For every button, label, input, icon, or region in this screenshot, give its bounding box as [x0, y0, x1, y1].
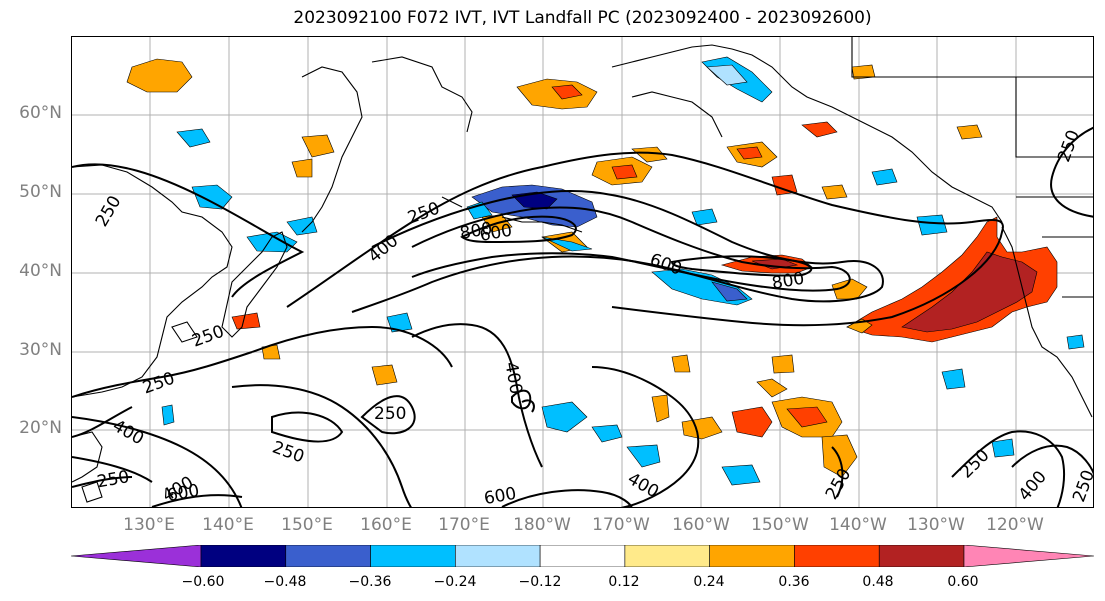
colorbar-segment [455, 544, 541, 568]
colorbar-tick-060: 0.60 [947, 574, 979, 590]
colorbar-extend-high [963, 544, 1095, 568]
contour-label-250: 250 [189, 322, 226, 352]
lon-label-130e: 130°E [123, 515, 175, 535]
lat-label-20n: 20°N [19, 418, 62, 438]
contour-label-400: 400 [624, 469, 662, 503]
lat-label-50n: 50°N [19, 182, 62, 202]
colorbar-tick-neg036: −0.36 [348, 574, 392, 590]
map-canvas: 250 250 250 250 250 250 250 250 250 250 … [72, 37, 1094, 508]
map-title: 2023092100 F072 IVT, IVT Landfall PC (20… [293, 8, 872, 28]
contour-label-400: 400 [500, 360, 525, 395]
colorbar-tick-neg060: −0.60 [181, 574, 225, 590]
lon-label-160e: 160°E [360, 515, 412, 535]
contour-label-250: 250 [269, 437, 306, 467]
colorbar-segment [794, 544, 880, 568]
contour-label-600: 600 [165, 481, 200, 506]
coastlines [72, 37, 1093, 503]
contour-label-250: 250 [95, 467, 130, 492]
colorbar-segment [539, 544, 626, 568]
contour-label-600: 600 [482, 484, 517, 508]
lon-label-170e: 170°E [438, 515, 490, 535]
lon-label-180w: 180°W [513, 515, 571, 535]
contour-label-250: 250 [1069, 467, 1094, 504]
lon-label-160w: 160°W [672, 515, 730, 535]
colorbar-tick-neg024: −0.24 [433, 574, 477, 590]
colorbar-segment [370, 544, 456, 568]
graticule [72, 37, 1093, 507]
contour-label-250: 250 [956, 445, 993, 482]
lon-label-130w: 130°W [907, 515, 965, 535]
colorbar-tick-036: 0.36 [778, 574, 810, 590]
lon-label-120w: 120°W [986, 515, 1044, 535]
negative-pc-shading [161, 56, 1085, 486]
lon-label-140e: 140°E [202, 515, 254, 535]
colorbar-tick-048: 0.48 [862, 574, 894, 590]
lat-label-40n: 40°N [19, 261, 62, 281]
contour-label-250: 250 [405, 199, 442, 229]
contour-label-250: 250 [822, 465, 856, 503]
lon-label-150w: 150°W [751, 515, 809, 535]
colorbar-segment [709, 544, 795, 568]
colorbar-tick-024: 0.24 [693, 574, 725, 590]
colorbar-tick-neg048: −0.48 [263, 574, 307, 590]
colorbar-segment [200, 544, 287, 568]
colorbar-segment [285, 544, 371, 568]
colorbar [70, 544, 1095, 571]
colorbar-segment [878, 544, 965, 568]
colorbar-graphic [70, 544, 1095, 568]
contour-label-250: 250 [1054, 127, 1084, 164]
contour-label-250: 250 [374, 404, 406, 424]
map-panel: 250 250 250 250 250 250 250 250 250 250 … [71, 36, 1094, 508]
positive-pc-shading [126, 58, 1058, 478]
lat-label-60n: 60°N [19, 103, 62, 123]
lon-label-150e: 150°E [281, 515, 333, 535]
colorbar-segment [624, 544, 710, 568]
lon-label-140w: 140°W [829, 515, 887, 535]
lon-label-170w: 170°W [592, 515, 650, 535]
ivt-contours [72, 126, 1093, 507]
contour-label-250: 250 [140, 369, 177, 399]
contour-label-250: 250 [92, 192, 126, 230]
contour-label-400: 400 [1015, 467, 1051, 505]
colorbar-tick-neg012: −0.12 [518, 574, 562, 590]
colorbar-tick-012: 0.12 [608, 574, 640, 590]
lat-label-30n: 30°N [19, 340, 62, 360]
colorbar-extend-low [70, 544, 202, 568]
contour-label-600: 600 [647, 250, 684, 280]
contour-label-400: 400 [109, 416, 147, 450]
